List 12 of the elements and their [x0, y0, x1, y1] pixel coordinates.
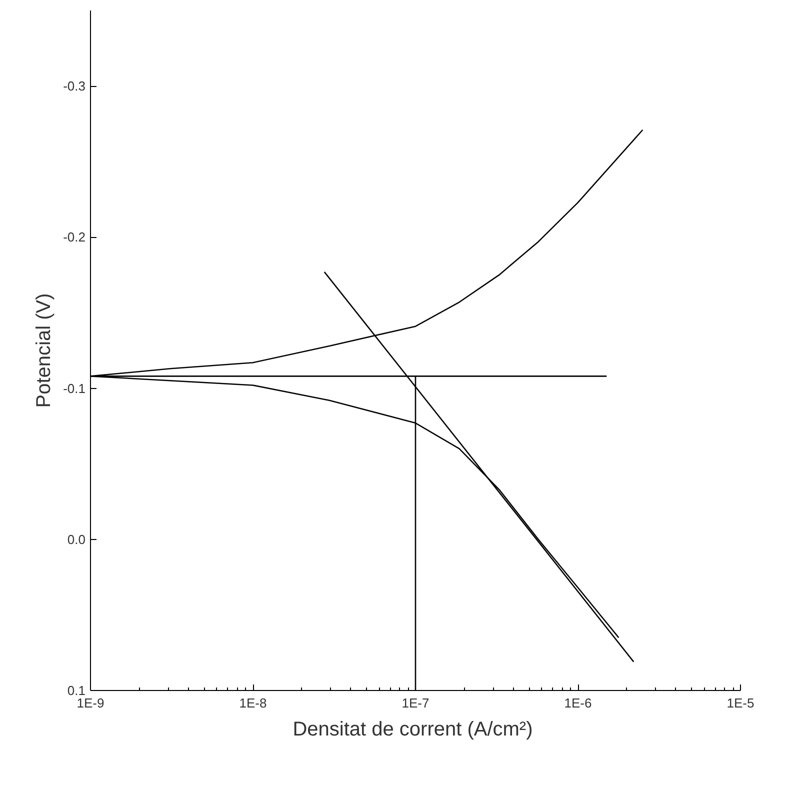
x-axis-title: Densitat de corrent (A/cm²) — [292, 718, 533, 740]
y-tick-label: -0.2 — [63, 230, 86, 245]
x-tick-label: 1E-9 — [76, 696, 104, 710]
y-tick-label: 0.1 — [67, 683, 86, 698]
y-axis-title: Potencial (V) — [33, 293, 56, 408]
x-tick-label: 1E-6 — [564, 696, 592, 710]
y-tick-label: -0.1 — [63, 380, 86, 396]
y-tick-label: 0.0 — [67, 532, 86, 547]
x-tick-label: 1E-7 — [402, 696, 430, 710]
x-tick-label: 1E-5 — [726, 696, 754, 710]
y-tick-label: -0.3 — [63, 78, 86, 94]
x-tick-label: 1E-8 — [239, 696, 267, 710]
